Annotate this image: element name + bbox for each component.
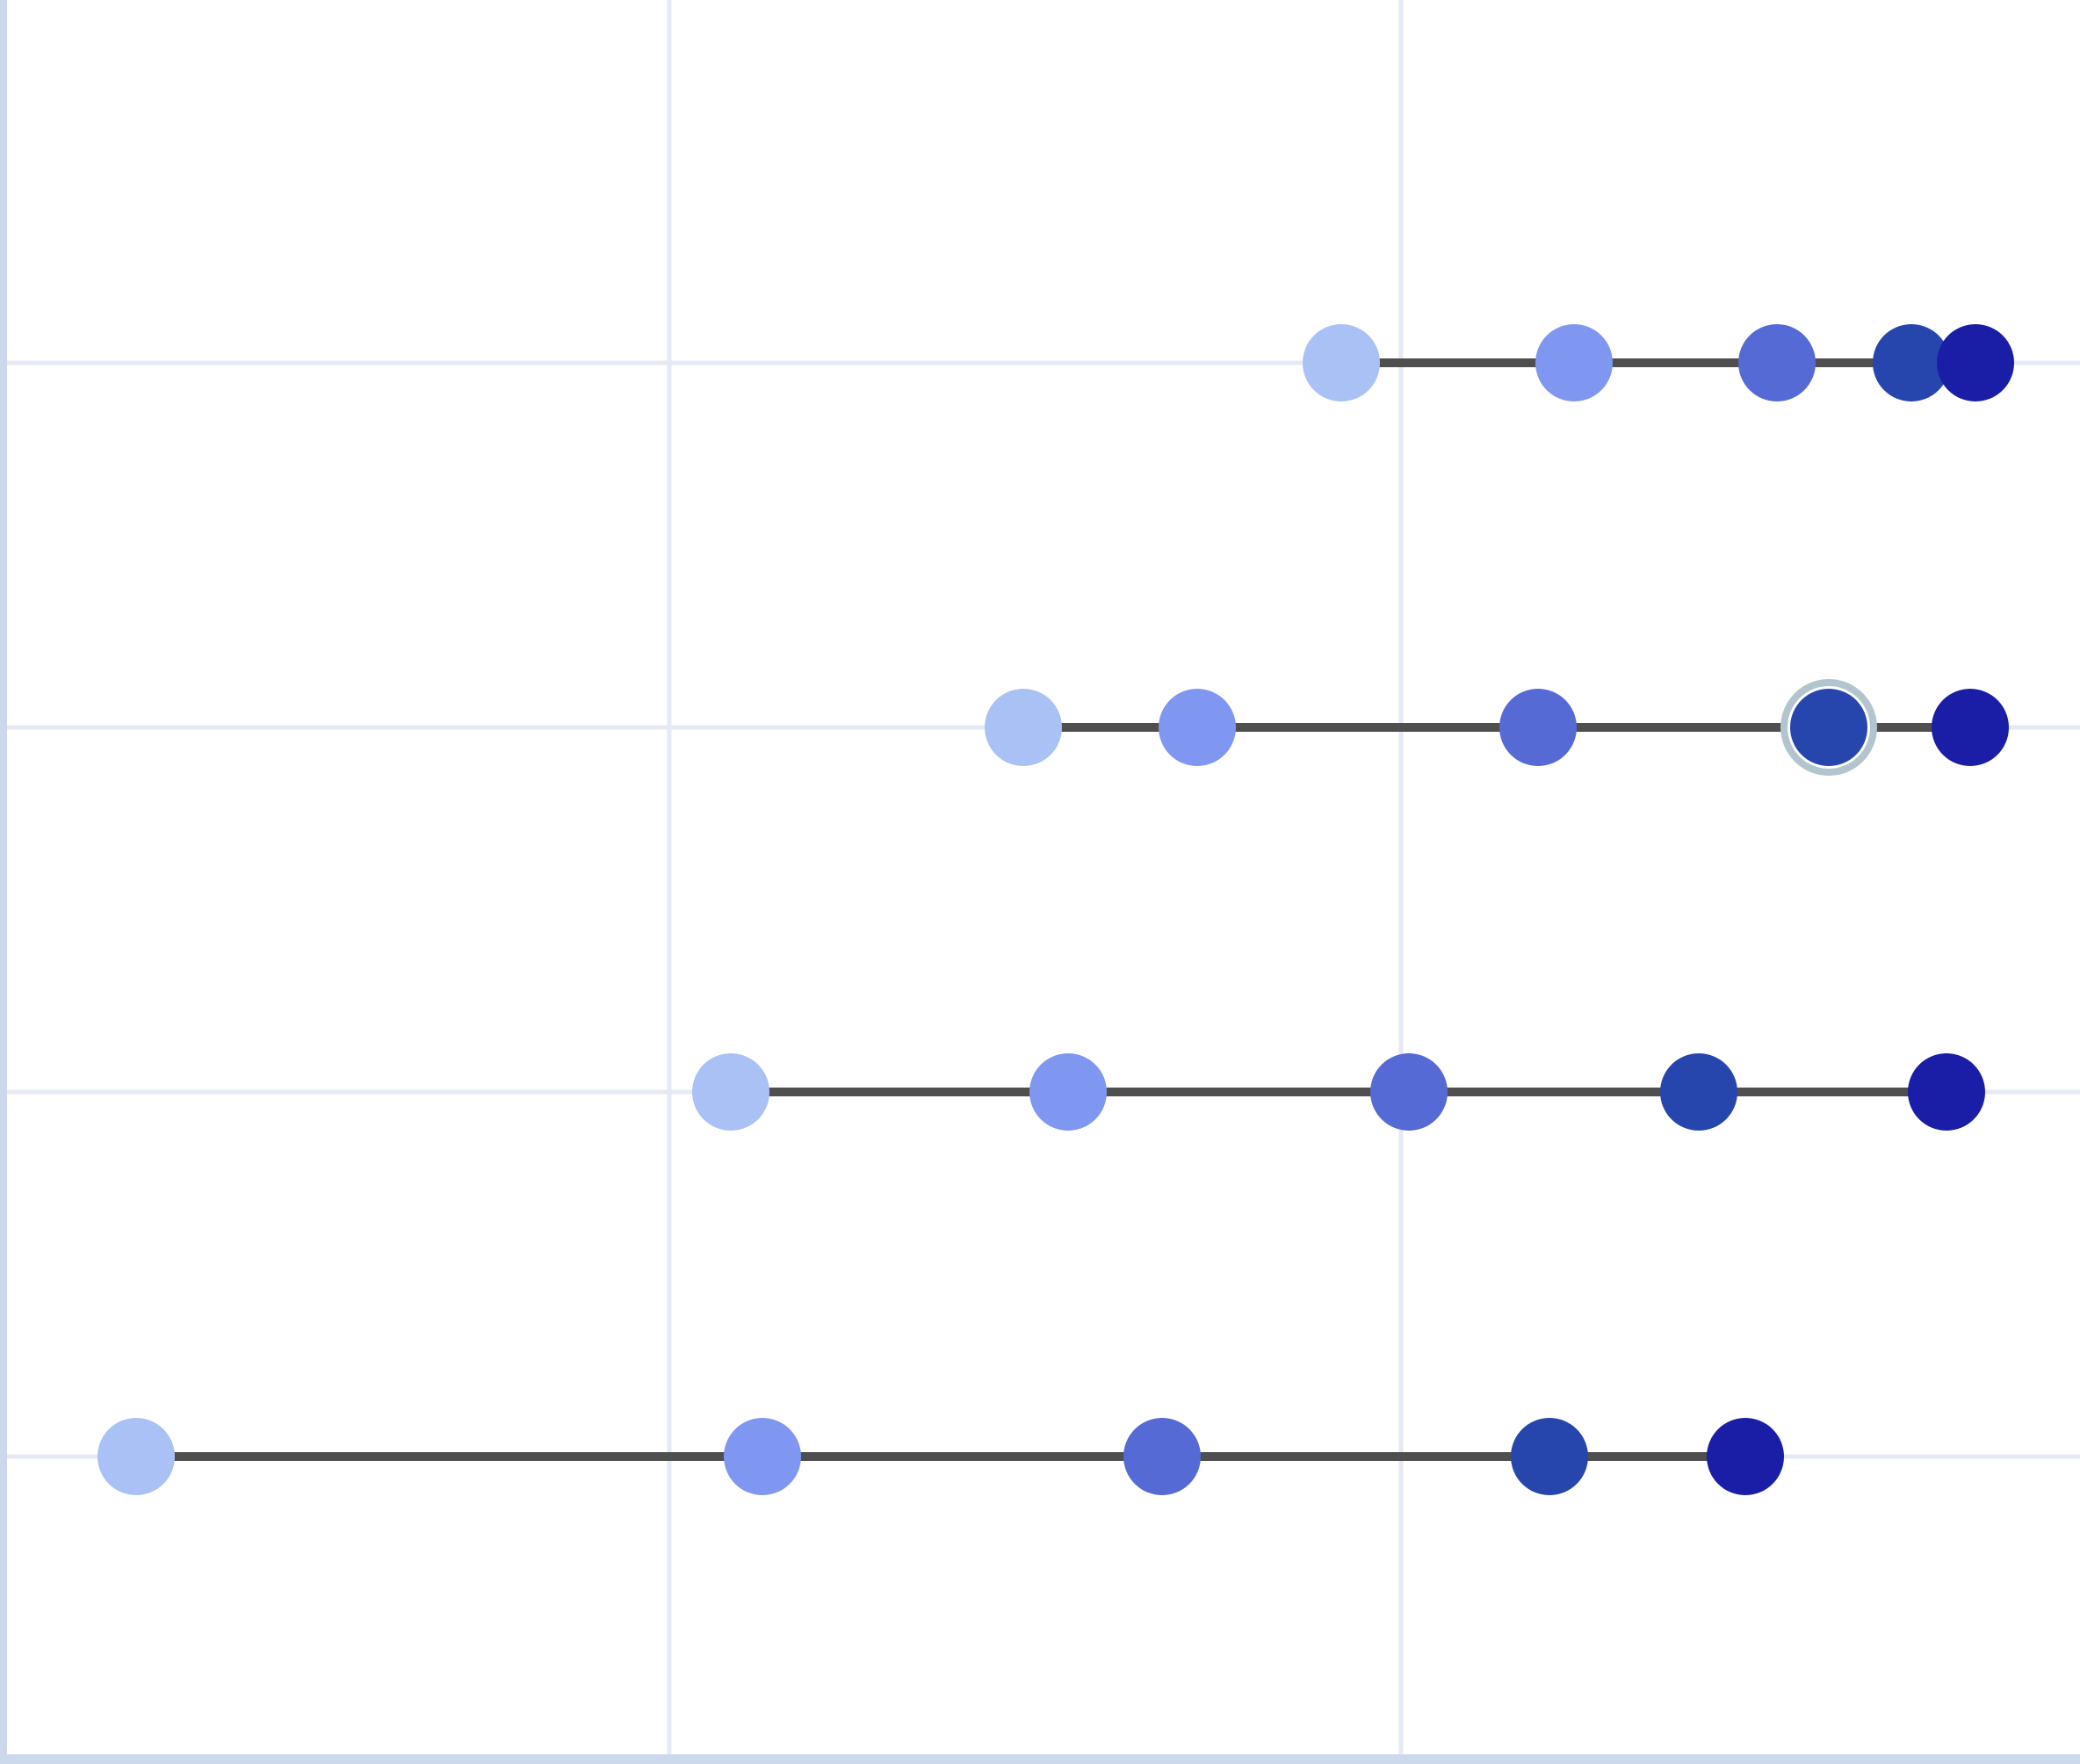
data-point[interactable] (1535, 324, 1613, 401)
data-point[interactable] (1303, 324, 1380, 401)
data-point[interactable] (1159, 689, 1236, 766)
dot-row (692, 1053, 1985, 1131)
data-point[interactable] (1123, 1418, 1201, 1495)
data-point[interactable] (692, 1053, 769, 1131)
data-point[interactable] (1370, 1053, 1448, 1131)
data-point[interactable] (1660, 1053, 1737, 1131)
dot-row (98, 1418, 1784, 1495)
data-point[interactable] (1937, 324, 2014, 401)
data-point[interactable] (985, 689, 1062, 766)
data-point[interactable] (724, 1418, 801, 1495)
data-point[interactable] (1873, 324, 1950, 401)
y-axis-line (0, 0, 7, 1764)
x-axis-line (0, 1754, 2080, 1764)
data-point[interactable] (1707, 1418, 1784, 1495)
data-point[interactable] (1029, 1053, 1107, 1131)
data-point[interactable] (1790, 689, 1867, 766)
dot-row (985, 679, 2009, 776)
dot-row (1303, 324, 2014, 401)
data-point[interactable] (1908, 1053, 1985, 1131)
data-point[interactable] (1499, 689, 1577, 766)
data-point[interactable] (1511, 1418, 1588, 1495)
data-point[interactable] (1738, 324, 1816, 401)
data-point[interactable] (1932, 689, 2009, 766)
data-point[interactable] (98, 1418, 175, 1495)
